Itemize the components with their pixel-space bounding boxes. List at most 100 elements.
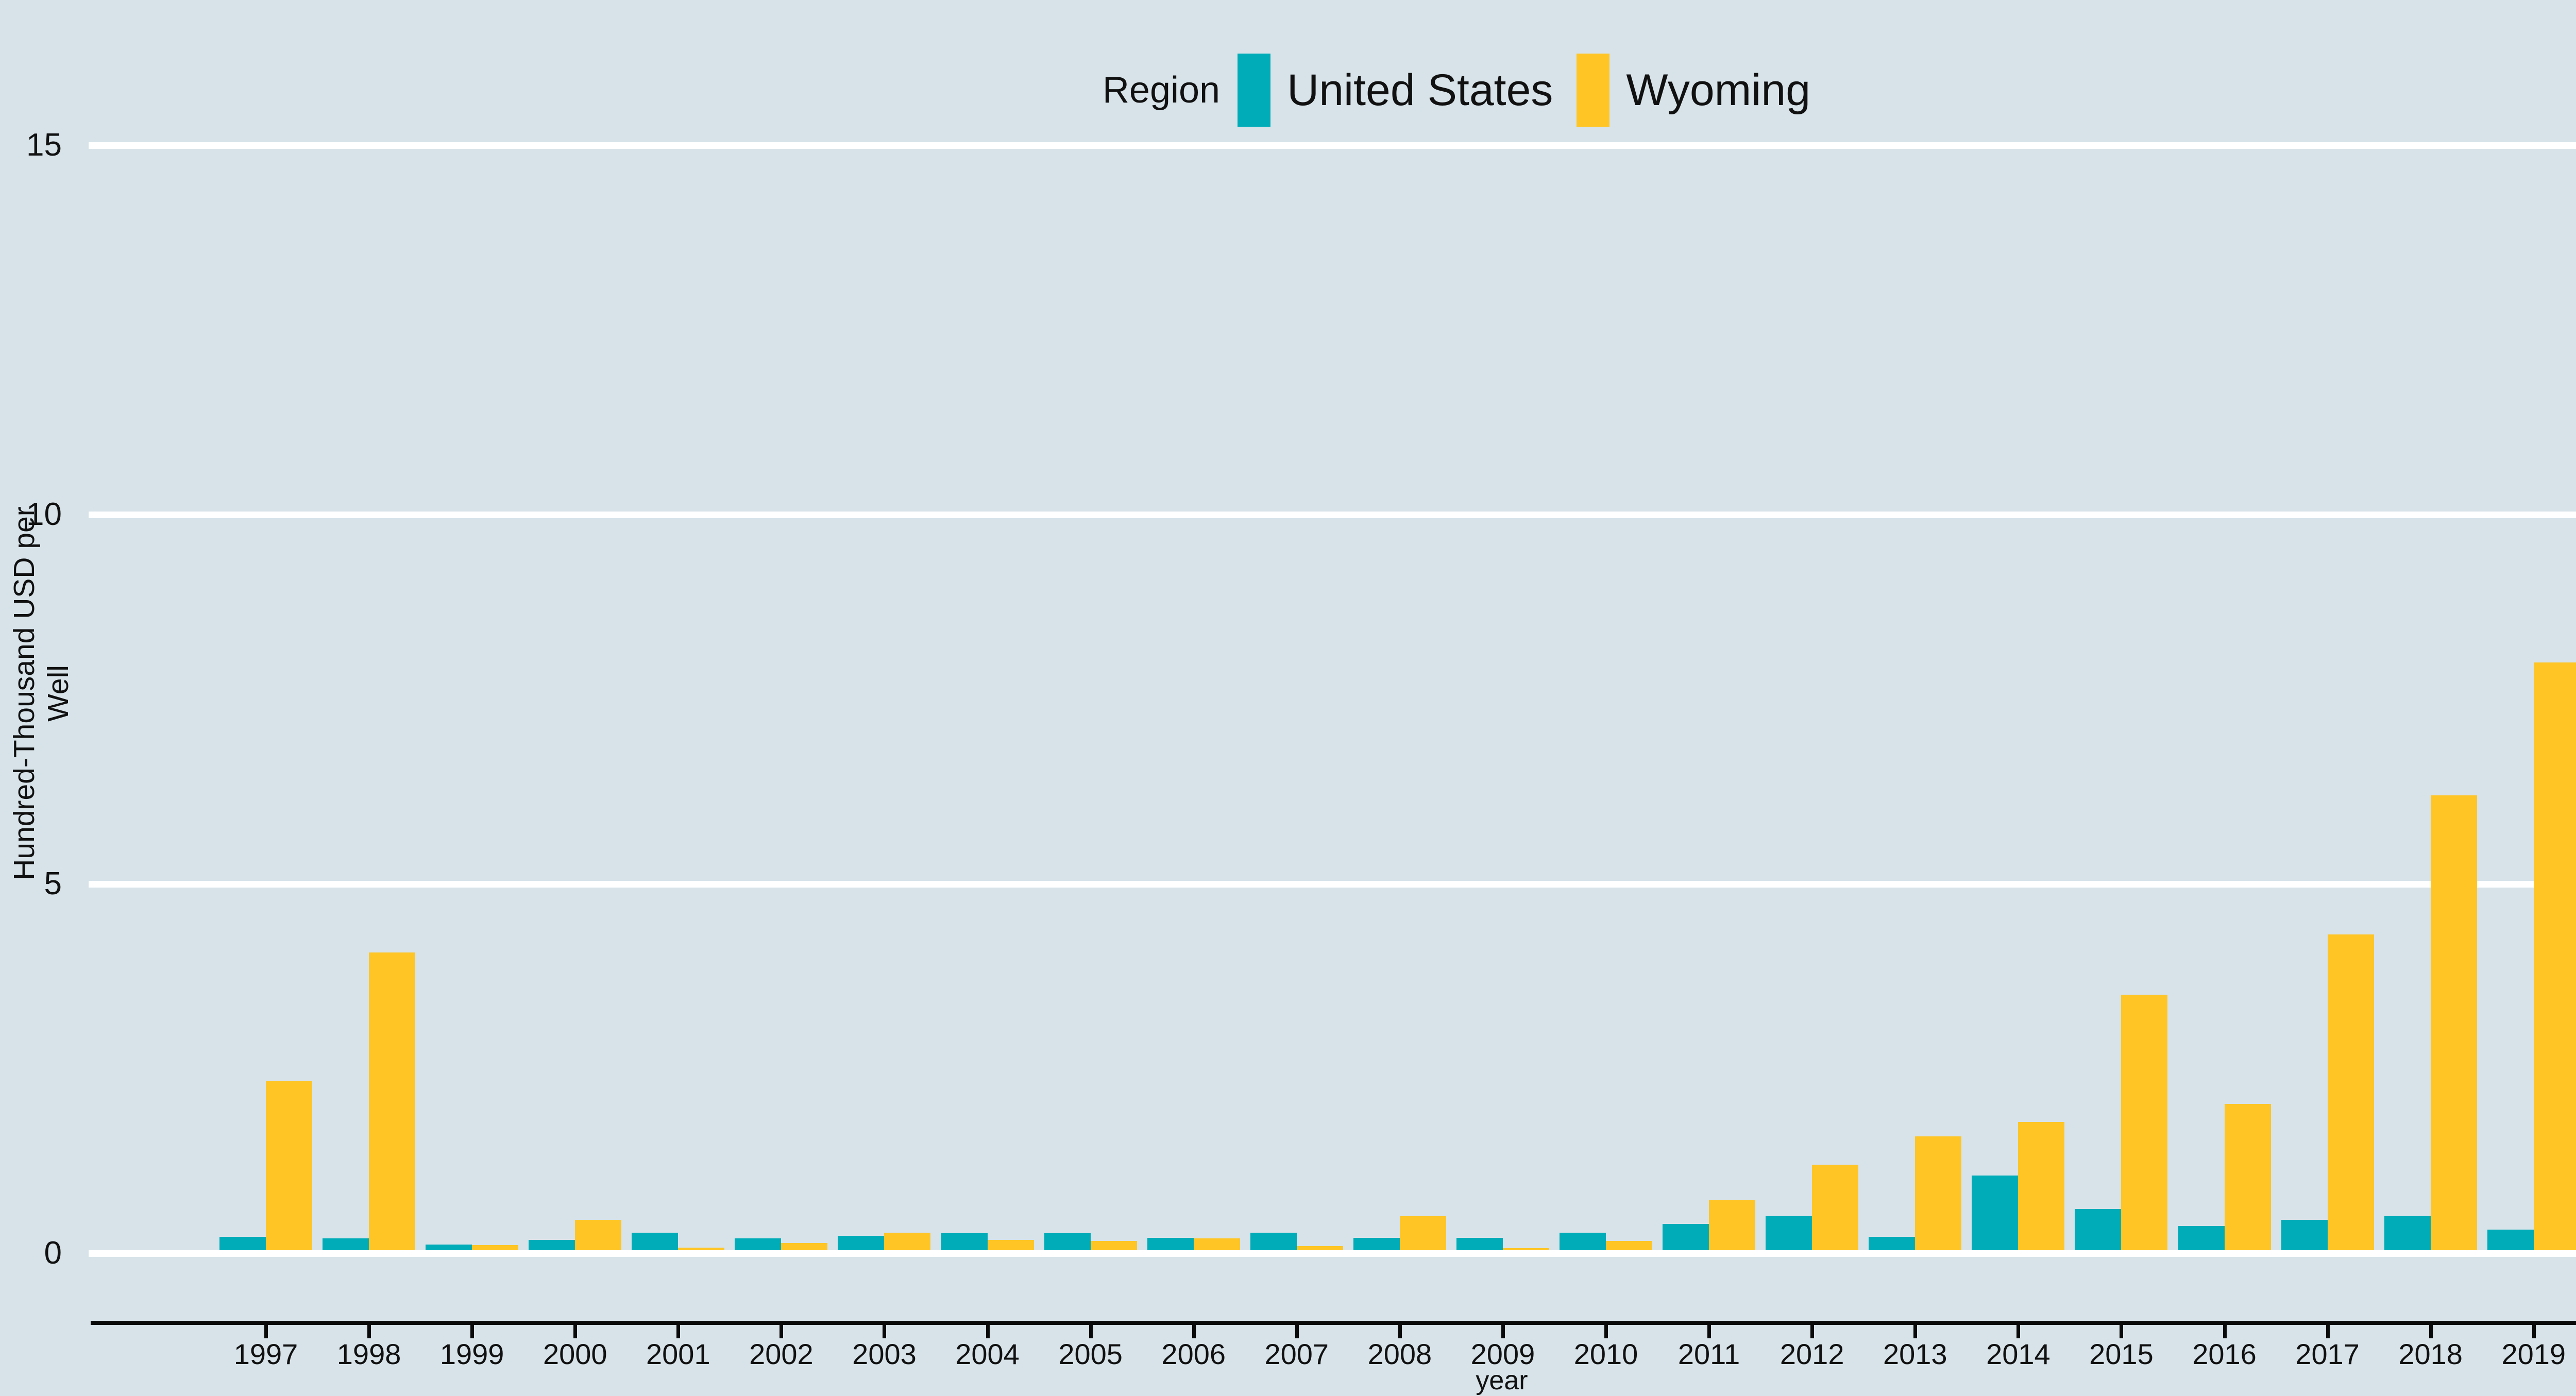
x-tick-label-2019: 2019 — [2501, 1338, 2566, 1370]
gridline-y-0 — [89, 1250, 2576, 1257]
x-tick-2001 — [676, 1325, 681, 1338]
legend: Region United States Wyoming — [0, 54, 2576, 127]
x-tick-1997 — [264, 1325, 268, 1338]
y-tick-label-5: 5 — [44, 866, 62, 901]
y-axis-title: Hundred-Thousand USD per Well — [8, 506, 75, 880]
x-tick-label-2006: 2006 — [1161, 1338, 1226, 1370]
legend-item-wyoming[interactable]: Wyoming — [1577, 54, 1810, 127]
x-tick-2007 — [1295, 1325, 1299, 1338]
legend-swatch-wyoming[interactable] — [1577, 54, 1610, 127]
bar-united-states-2012 — [1766, 1216, 1812, 1250]
x-tick-2004 — [986, 1325, 990, 1338]
x-tick-1999 — [470, 1325, 474, 1338]
y-tick-label-15: 15 — [26, 127, 62, 163]
bar-wyoming-2012 — [1812, 1164, 1859, 1250]
x-tick-2018 — [2429, 1325, 2433, 1338]
bar-wyoming-1999 — [472, 1245, 519, 1250]
x-tick-label-2000: 2000 — [543, 1338, 607, 1370]
x-tick-label-1998: 1998 — [336, 1338, 401, 1370]
bar-wyoming-2003 — [884, 1232, 931, 1250]
x-tick-2006 — [1192, 1325, 1196, 1338]
bar-wyoming-2008 — [1399, 1216, 1446, 1250]
bar-united-states-2006 — [1147, 1237, 1194, 1250]
bar-united-states-1997 — [219, 1237, 266, 1250]
x-tick-2019 — [2532, 1325, 2536, 1338]
bar-united-states-2011 — [1663, 1223, 1709, 1250]
y-tick-label-10: 10 — [26, 497, 62, 532]
bar-wyoming-2018 — [2430, 795, 2477, 1250]
x-tick-2017 — [2326, 1325, 2330, 1338]
x-tick-label-2011: 2011 — [1677, 1338, 1740, 1370]
bar-united-states-2002 — [735, 1238, 782, 1250]
legend-label-wyoming[interactable]: Wyoming — [1626, 65, 1811, 115]
bar-wyoming-2013 — [1915, 1136, 1962, 1250]
y-tick-label-0: 0 — [44, 1235, 62, 1271]
x-tick-2011 — [1707, 1325, 1711, 1338]
bar-wyoming-2002 — [781, 1242, 828, 1250]
bar-wyoming-2009 — [1502, 1248, 1549, 1250]
x-tick-2010 — [1604, 1325, 1608, 1338]
bar-united-states-2016 — [2178, 1225, 2225, 1250]
bar-wyoming-2005 — [1090, 1240, 1137, 1250]
bar-united-states-2013 — [1869, 1237, 1916, 1250]
x-tick-label-2005: 2005 — [1058, 1338, 1123, 1370]
bar-united-states-2017 — [2281, 1220, 2328, 1250]
bar-wyoming-2001 — [678, 1247, 725, 1250]
legend-item-united-states[interactable]: United States — [1238, 54, 1553, 127]
gridline-y-10 — [89, 511, 2576, 518]
bar-united-states-1998 — [323, 1238, 369, 1250]
bar-wyoming-2016 — [2224, 1104, 2271, 1250]
bar-united-states-2004 — [941, 1233, 988, 1250]
bar-wyoming-2006 — [1193, 1238, 1240, 1250]
bar-united-states-2009 — [1456, 1237, 1503, 1250]
x-tick-label-2003: 2003 — [852, 1338, 917, 1370]
x-tick-2015 — [2120, 1325, 2124, 1338]
bar-united-states-2007 — [1250, 1232, 1297, 1250]
bar-wyoming-2015 — [2121, 995, 2168, 1250]
x-axis-line — [91, 1321, 2576, 1325]
bar-united-states-2015 — [2075, 1208, 2122, 1250]
bar-united-states-2018 — [2384, 1216, 2431, 1250]
bar-wyoming-1997 — [266, 1081, 312, 1250]
x-tick-label-2008: 2008 — [1367, 1338, 1432, 1370]
x-tick-2003 — [883, 1325, 887, 1338]
x-tick-label-2013: 2013 — [1883, 1338, 1947, 1370]
bar-wyoming-2004 — [987, 1240, 1034, 1250]
x-tick-2005 — [1089, 1325, 1093, 1338]
gridline-y-15 — [89, 142, 2576, 149]
bar-wyoming-1998 — [369, 952, 416, 1250]
x-tick-label-1999: 1999 — [439, 1338, 504, 1370]
bar-united-states-2000 — [529, 1240, 575, 1250]
bar-united-states-2010 — [1560, 1232, 1606, 1250]
legend-swatch-united-states[interactable] — [1238, 54, 1271, 127]
x-tick-2008 — [1398, 1325, 1402, 1338]
x-tick-label-2010: 2010 — [1573, 1338, 1638, 1370]
bar-united-states-1999 — [426, 1244, 472, 1250]
x-tick-label-2014: 2014 — [1986, 1338, 2050, 1370]
legend-label-united-states[interactable]: United States — [1287, 65, 1553, 115]
bar-united-states-2019 — [2487, 1230, 2534, 1250]
x-tick-label-2017: 2017 — [2295, 1338, 2360, 1370]
x-tick-label-2015: 2015 — [2089, 1338, 2154, 1370]
bar-wyoming-2007 — [1296, 1246, 1343, 1250]
x-tick-2000 — [573, 1325, 578, 1338]
x-tick-2009 — [1501, 1325, 1505, 1338]
bar-wyoming-2017 — [2327, 934, 2374, 1250]
bar-united-states-2005 — [1044, 1233, 1091, 1250]
x-tick-2014 — [2016, 1325, 2021, 1338]
x-tick-2016 — [2223, 1325, 2227, 1338]
x-tick-2013 — [1913, 1325, 1918, 1338]
x-tick-label-2001: 2001 — [646, 1338, 710, 1370]
x-axis-title: year — [1476, 1366, 1528, 1395]
bar-united-states-2014 — [1972, 1176, 2019, 1250]
x-tick-label-2004: 2004 — [955, 1338, 1020, 1370]
x-tick-label-1997: 1997 — [233, 1338, 298, 1370]
x-tick-label-2016: 2016 — [2192, 1338, 2257, 1370]
legend-title: Region — [1102, 70, 1221, 111]
bar-wyoming-2000 — [575, 1220, 622, 1250]
x-tick-2002 — [779, 1325, 784, 1338]
x-tick-label-2009: 2009 — [1470, 1338, 1535, 1370]
bar-wyoming-2010 — [1606, 1240, 1653, 1250]
x-tick-1998 — [367, 1325, 371, 1338]
x-tick-label-2018: 2018 — [2398, 1338, 2463, 1370]
